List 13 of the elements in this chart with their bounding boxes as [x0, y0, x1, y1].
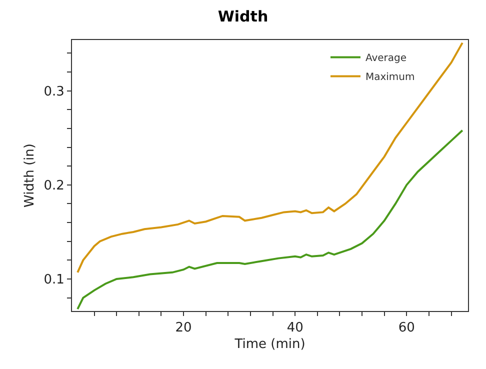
x-tick-label: 40 — [286, 320, 304, 336]
line-series — [76, 42, 464, 274]
x-tick-label: 20 — [175, 320, 192, 336]
chart-title: Width — [218, 8, 268, 26]
x-axis-title: Time (min) — [234, 337, 306, 352]
legend-label: Maximum — [365, 72, 415, 84]
y-tick-label: 0.3 — [44, 84, 64, 100]
y-tick-label: 0.2 — [44, 178, 64, 194]
y-axis-title: Width (in) — [22, 144, 38, 208]
y-tick-label: 0.1 — [44, 272, 64, 288]
legend-label: Average — [365, 53, 407, 64]
x-tick-label: 60 — [398, 320, 415, 336]
line-series — [76, 129, 464, 310]
